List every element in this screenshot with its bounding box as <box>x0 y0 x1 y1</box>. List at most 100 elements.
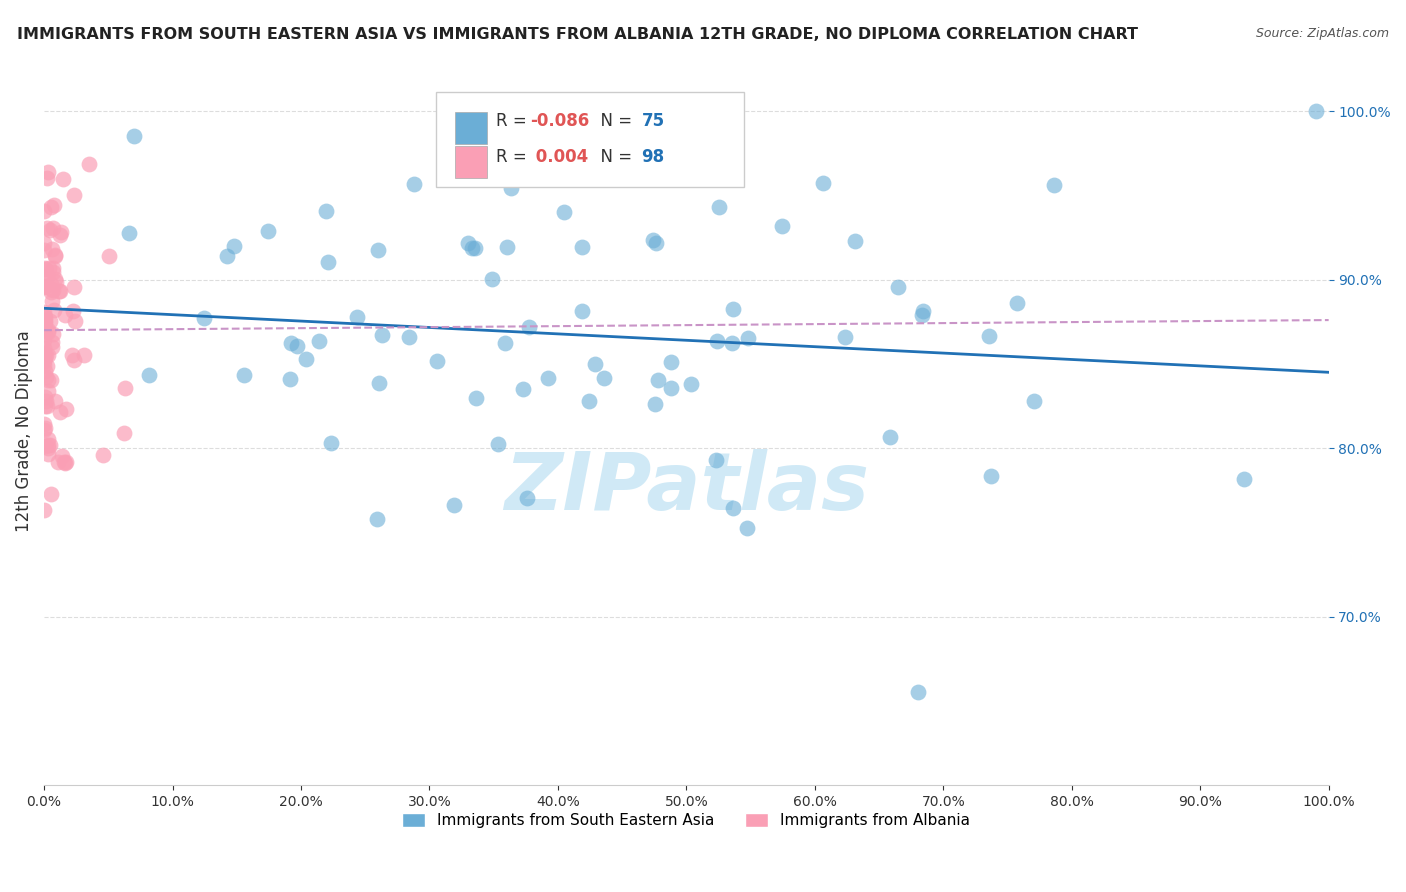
Point <box>34 390 56 404</box>
Point <box>366 511 388 525</box>
Point <box>1022 393 1045 408</box>
Point <box>295 352 318 367</box>
Point <box>51 449 73 463</box>
Point <box>63 353 86 368</box>
Point <box>34 439 56 453</box>
Point <box>46 455 69 469</box>
Point <box>34 277 56 291</box>
Text: -0.086: -0.086 <box>530 112 589 130</box>
Point <box>49 285 72 299</box>
Point <box>37 441 59 455</box>
Text: N =: N = <box>591 112 637 130</box>
Point <box>907 685 929 699</box>
Point <box>537 371 560 385</box>
Point <box>578 394 600 409</box>
Point <box>35 370 58 384</box>
Point <box>426 353 449 368</box>
Point <box>39 282 62 296</box>
Point <box>42 283 65 297</box>
Point <box>97 249 120 263</box>
Point <box>44 198 66 212</box>
Point <box>911 308 934 322</box>
Point <box>517 320 540 334</box>
Point <box>501 180 523 194</box>
Point <box>280 335 302 350</box>
Point <box>285 339 308 353</box>
Point <box>879 430 901 444</box>
Point <box>737 331 759 345</box>
Point <box>42 303 65 318</box>
Point <box>34 316 56 330</box>
Point <box>834 329 856 343</box>
Point <box>34 364 56 378</box>
Point <box>35 394 58 409</box>
Point <box>464 391 486 405</box>
Point <box>315 203 337 218</box>
Point <box>704 453 727 467</box>
Point <box>62 280 84 294</box>
Point <box>37 432 59 446</box>
Point <box>735 521 758 535</box>
Point <box>550 131 572 145</box>
Point <box>62 348 84 362</box>
Point <box>644 236 666 251</box>
Point <box>35 171 58 186</box>
Point <box>37 446 59 460</box>
Text: ZIPatlas: ZIPatlas <box>503 449 869 527</box>
Point <box>34 310 56 324</box>
Point <box>222 239 245 253</box>
Point <box>38 260 60 275</box>
Point <box>34 326 56 341</box>
Point <box>706 334 728 348</box>
Point <box>53 456 76 470</box>
Point <box>63 314 86 328</box>
Point <box>138 368 160 383</box>
Point <box>215 249 238 263</box>
Point <box>44 393 66 408</box>
Point <box>42 260 65 275</box>
Point <box>721 336 744 351</box>
Point <box>37 165 59 179</box>
Point <box>44 271 66 285</box>
Point <box>451 104 474 119</box>
Point <box>1305 104 1327 119</box>
Point <box>45 275 67 289</box>
Point <box>486 437 509 451</box>
Point <box>346 310 368 325</box>
Point <box>73 348 96 362</box>
Text: 0.004: 0.004 <box>530 148 588 166</box>
Point <box>644 396 666 410</box>
Text: R =: R = <box>496 148 533 166</box>
Point <box>42 220 65 235</box>
Point <box>37 438 59 452</box>
Point <box>35 359 58 373</box>
Point <box>481 272 503 286</box>
Point <box>34 262 56 277</box>
Point <box>44 248 66 262</box>
Point <box>980 469 1002 483</box>
Point <box>911 304 934 318</box>
Point <box>32 236 55 251</box>
Point <box>53 309 76 323</box>
Point <box>32 279 55 293</box>
Point <box>124 128 146 143</box>
Point <box>52 455 75 469</box>
FancyBboxPatch shape <box>436 92 744 187</box>
Point <box>811 176 834 190</box>
Point <box>1042 178 1064 193</box>
Point <box>55 401 77 416</box>
Point <box>659 354 682 368</box>
Point <box>114 381 136 395</box>
Point <box>278 372 301 386</box>
Point <box>39 314 62 328</box>
Point <box>512 382 534 396</box>
Point <box>41 334 63 349</box>
Point <box>571 240 593 254</box>
Point <box>721 501 744 516</box>
Point <box>32 204 55 219</box>
Point <box>659 381 682 395</box>
Point <box>34 313 56 327</box>
Point <box>32 346 55 360</box>
Text: R =: R = <box>496 112 533 130</box>
Text: 75: 75 <box>641 112 665 130</box>
